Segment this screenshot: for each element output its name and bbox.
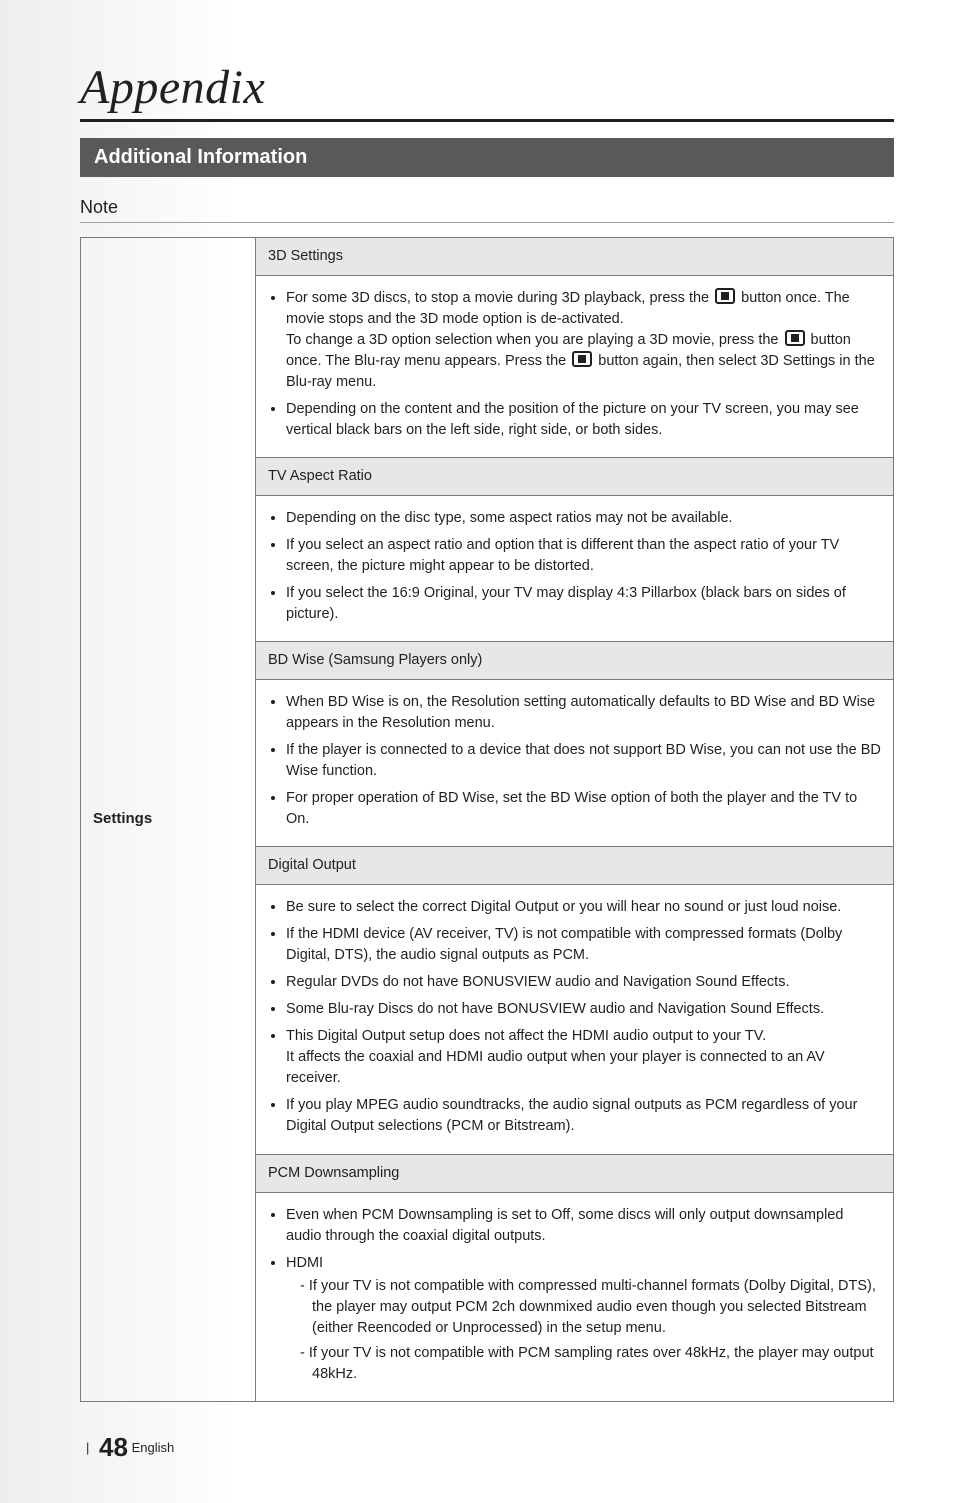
stop-button-icon	[572, 351, 592, 367]
section-header-bdwise: BD Wise (Samsung Players only)	[256, 642, 894, 680]
page-number: 48	[99, 1432, 128, 1462]
list-item: For proper operation of BD Wise, set the…	[286, 788, 881, 830]
section-header-aspect: TV Aspect Ratio	[256, 458, 894, 496]
note-rule	[80, 222, 894, 223]
section-body-3d: For some 3D discs, to stop a movie durin…	[256, 276, 894, 458]
list-item: Regular DVDs do not have BONUSVIEW audio…	[286, 972, 881, 993]
list-item: Be sure to select the correct Digital Ou…	[286, 897, 881, 918]
section-body-digital: Be sure to select the correct Digital Ou…	[256, 885, 894, 1154]
list-item: Depending on the content and the positio…	[286, 399, 881, 441]
footer-language: English	[132, 1440, 175, 1455]
chapter-title: Appendix	[80, 60, 894, 115]
chapter-title-underline	[80, 119, 894, 122]
section-banner: Additional Information	[80, 138, 894, 177]
stop-button-icon	[785, 330, 805, 346]
list-item: If the player is connected to a device t…	[286, 740, 881, 782]
text-fragment: This Digital Output setup does not affec…	[286, 1028, 766, 1044]
list-item: When BD Wise is on, the Resolution setti…	[286, 692, 881, 734]
dash-item: If your TV is not compatible with PCM sa…	[286, 1343, 881, 1385]
page-container: Appendix Additional Information Note Set…	[0, 0, 954, 1503]
list-item: Depending on the disc type, some aspect …	[286, 508, 881, 529]
list-item: HDMI If your TV is not compatible with c…	[286, 1253, 881, 1385]
section-body-aspect: Depending on the disc type, some aspect …	[256, 496, 894, 642]
stop-button-icon	[715, 288, 735, 304]
list-item: For some 3D discs, to stop a movie durin…	[286, 288, 881, 393]
list-item: Even when PCM Downsampling is set to Off…	[286, 1205, 881, 1247]
footer-pipe: |	[86, 1440, 89, 1455]
text-fragment: It affects the coaxial and HDMI audio ou…	[286, 1049, 825, 1086]
list-item: If the HDMI device (AV receiver, TV) is …	[286, 924, 881, 966]
section-body-bdwise: When BD Wise is on, the Resolution setti…	[256, 680, 894, 847]
section-header-pcm: PCM Downsampling	[256, 1154, 894, 1192]
settings-table: Settings 3D Settings For some 3D discs, …	[80, 237, 894, 1402]
settings-row-label: Settings	[81, 238, 256, 1402]
page-footer: | 48 English	[80, 1432, 894, 1463]
list-item: If you select an aspect ratio and option…	[286, 535, 881, 577]
section-header-digital: Digital Output	[256, 847, 894, 885]
list-item: This Digital Output setup does not affec…	[286, 1026, 881, 1089]
note-heading: Note	[80, 197, 894, 218]
list-item: If you select the 16:9 Original, your TV…	[286, 583, 881, 625]
text-fragment: To change a 3D option selection when you…	[286, 332, 783, 348]
table-row: Settings 3D Settings	[81, 238, 894, 276]
section-body-pcm: Even when PCM Downsampling is set to Off…	[256, 1192, 894, 1401]
section-header-3d: 3D Settings	[256, 238, 894, 276]
dash-item: If your TV is not compatible with compre…	[286, 1276, 881, 1339]
list-item: Some Blu-ray Discs do not have BONUSVIEW…	[286, 999, 881, 1020]
text-fragment: For some 3D discs, to stop a movie durin…	[286, 290, 713, 306]
list-item: If you play MPEG audio soundtracks, the …	[286, 1095, 881, 1137]
text-fragment: HDMI	[286, 1255, 323, 1271]
